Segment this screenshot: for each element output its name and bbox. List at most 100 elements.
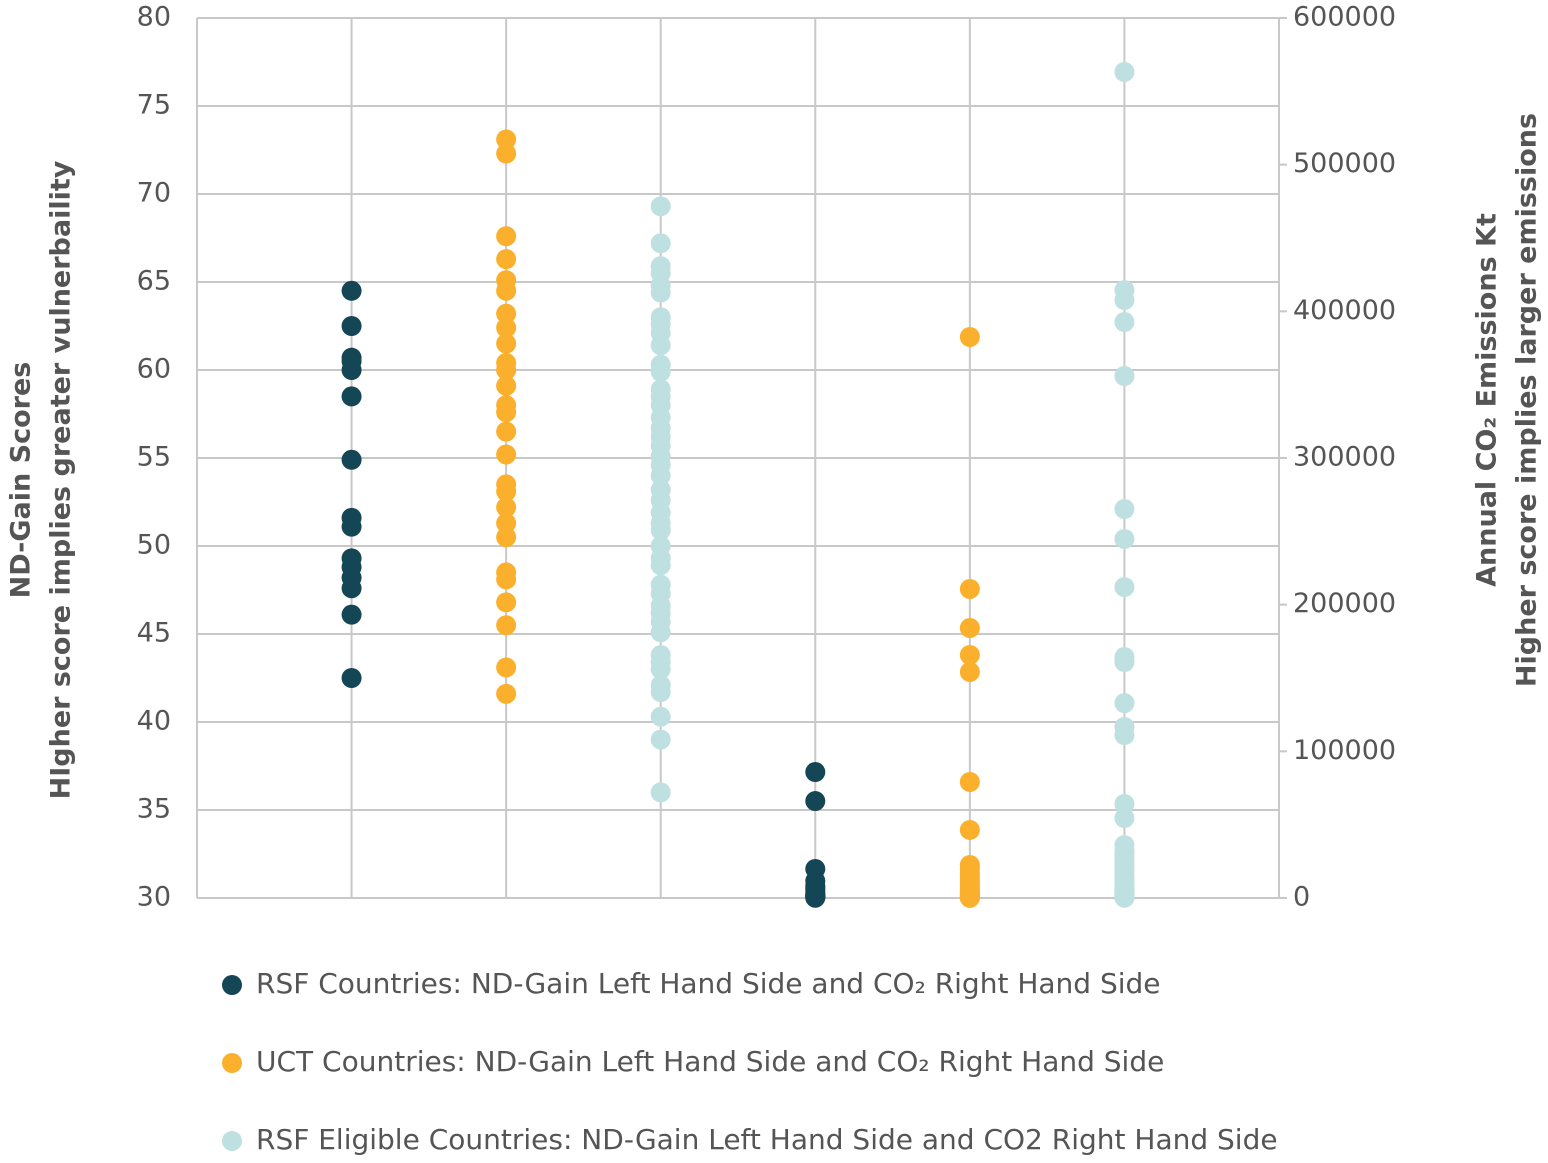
dot <box>1114 793 1135 814</box>
dot <box>496 143 517 164</box>
legend-label: UCT Countries: ND-Gain Left Hand Side an… <box>256 1045 1164 1078</box>
dot <box>341 578 362 599</box>
y-tick-label: 45 <box>137 618 171 649</box>
legend-label: RSF Countries: ND-Gain Left Hand Side an… <box>256 967 1161 1000</box>
dot <box>341 449 362 470</box>
dot <box>959 617 980 638</box>
dot <box>496 129 517 150</box>
dot <box>1114 693 1135 714</box>
dot <box>341 386 362 407</box>
y-tick-label: 30 <box>137 882 171 913</box>
y-tick-label: 70 <box>137 178 171 209</box>
dot <box>1114 808 1135 829</box>
dot <box>650 682 671 703</box>
dot <box>650 622 671 643</box>
legend-label: RSF Eligible Countries: ND-Gain Left Han… <box>256 1123 1278 1156</box>
legend-marker <box>222 1131 242 1151</box>
dot <box>496 444 517 465</box>
dot <box>959 661 980 682</box>
dot <box>341 316 362 336</box>
dot <box>959 327 980 347</box>
dot <box>496 402 517 423</box>
dot <box>650 335 671 356</box>
y2-tick-label: 500000 <box>1293 148 1396 179</box>
y2-tick-label: 300000 <box>1293 442 1396 473</box>
dot <box>650 361 671 382</box>
dot <box>496 513 517 534</box>
dot <box>496 249 517 270</box>
dot <box>1114 366 1135 387</box>
y-tick-label: 50 <box>137 530 171 561</box>
dot <box>341 668 362 688</box>
y2-tick-label: 600000 <box>1293 2 1396 33</box>
dot <box>650 555 671 576</box>
dot <box>496 360 517 380</box>
y-tick-label: 55 <box>137 442 171 473</box>
y-tick-label: 80 <box>137 2 171 33</box>
dot <box>496 592 517 613</box>
dot <box>650 729 671 750</box>
dot <box>1114 61 1135 82</box>
y2-tick-label: 0 <box>1293 882 1310 913</box>
y-tick-label: 40 <box>137 706 171 737</box>
dot <box>1114 312 1135 333</box>
dot <box>496 569 517 590</box>
y2-tick-label: 400000 <box>1293 295 1396 326</box>
y2-tick-label: 100000 <box>1293 735 1396 766</box>
dot <box>959 644 980 665</box>
dot <box>1114 499 1135 520</box>
dot <box>805 762 826 783</box>
legend-marker <box>222 1053 242 1073</box>
y2-axis-subtitle: Higher score implies larger emissions <box>1512 113 1543 687</box>
dot <box>496 481 517 502</box>
left-title: ND-Gain Scores HIgher score implies grea… <box>6 160 77 799</box>
y2-tick-label: 200000 <box>1293 588 1396 619</box>
y-tick-label: 65 <box>137 266 171 297</box>
dot <box>650 659 671 680</box>
dot <box>1114 290 1135 311</box>
dot <box>496 303 517 324</box>
dot <box>650 706 671 727</box>
dot <box>496 527 517 548</box>
dot <box>959 819 980 840</box>
dot <box>496 280 517 301</box>
dot <box>650 465 671 486</box>
dot <box>496 375 517 396</box>
dot <box>496 226 517 247</box>
dot <box>959 771 980 792</box>
dot <box>341 280 362 301</box>
dot <box>650 520 671 541</box>
dot <box>341 360 362 380</box>
dot <box>496 421 517 442</box>
dot <box>1114 528 1135 549</box>
y-axis-title: ND-Gain Scores <box>6 362 37 599</box>
dot <box>341 516 362 537</box>
dot <box>959 887 980 908</box>
dot <box>650 196 671 217</box>
dot <box>1114 652 1135 673</box>
dot <box>496 497 517 518</box>
dot <box>650 282 671 303</box>
legend-marker <box>222 975 242 995</box>
dot <box>805 791 826 812</box>
y-tick-label: 60 <box>137 354 171 385</box>
dot <box>496 683 517 704</box>
y-tick-label: 75 <box>137 90 171 121</box>
y-tick-label: 35 <box>137 794 171 825</box>
dot <box>959 578 980 599</box>
y2-axis-title: Annual CO₂ Emissions Kt <box>1472 213 1503 587</box>
dot <box>496 615 517 636</box>
dot <box>1114 887 1135 908</box>
right-title: Annual CO₂ Emissions Kt Higher score imp… <box>1472 113 1543 687</box>
dot <box>1114 725 1135 746</box>
dot <box>496 333 517 354</box>
dot <box>1114 577 1135 598</box>
y-axis-subtitle: HIgher score implies greater vulnerbaili… <box>46 160 77 799</box>
dot <box>496 657 517 678</box>
dot <box>650 233 671 254</box>
dot <box>650 782 671 803</box>
dot <box>805 887 826 908</box>
dot <box>341 604 362 625</box>
dot <box>496 317 517 338</box>
